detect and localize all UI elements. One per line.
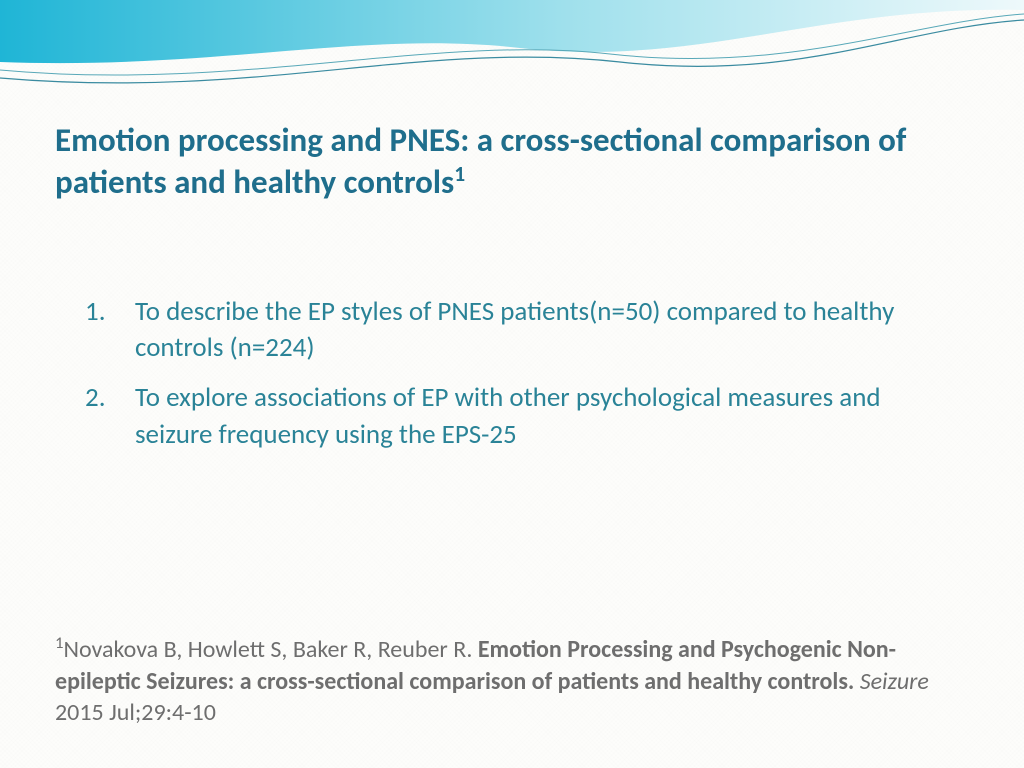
list-item: To explore associations of EP with other… xyxy=(85,380,949,453)
slide-title: Emotion processing and PNES: a cross-sec… xyxy=(55,120,969,204)
citation-journal: Seizure xyxy=(854,667,929,696)
list-item: To describe the EP styles of PNES patien… xyxy=(85,294,949,367)
objectives-list: To describe the EP styles of PNES patien… xyxy=(85,294,949,454)
citation-footnote: 1Novakova B, Howlett S, Baker R, Reuber … xyxy=(55,632,939,728)
title-superscript: 1 xyxy=(454,161,465,187)
citation-details: 2015 Jul;29:4-10 xyxy=(55,698,216,727)
citation-superscript: 1 xyxy=(55,632,64,653)
slide-content-area: Emotion processing and PNES: a cross-sec… xyxy=(55,120,969,728)
title-text: Emotion processing and PNES: a cross-sec… xyxy=(55,120,906,202)
header-wave-decoration xyxy=(0,0,1024,120)
citation-authors: Novakova B, Howlett S, Baker R, Reuber R… xyxy=(64,635,478,664)
